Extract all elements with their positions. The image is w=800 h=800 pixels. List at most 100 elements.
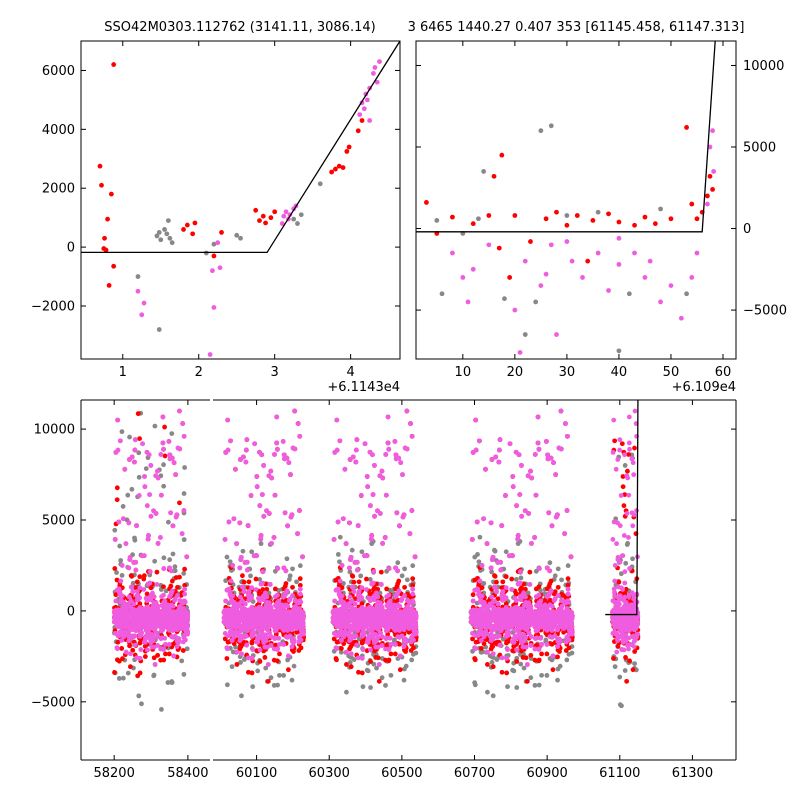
data-point-gray: [117, 543, 123, 549]
data-point-magenta: [240, 598, 245, 604]
data-point-red: [192, 220, 198, 226]
data-point-red: [297, 576, 303, 582]
data-point-gray: [439, 291, 445, 297]
data-point-magenta: [224, 587, 230, 593]
data-point-magenta: [569, 258, 575, 264]
data-point-red: [249, 640, 255, 646]
data-point-gray: [434, 217, 440, 223]
data-point-magenta: [538, 283, 544, 289]
data-point-red: [616, 219, 622, 225]
data-point-magenta: [173, 472, 179, 478]
data-point-red: [271, 657, 277, 663]
data-point-magenta: [486, 242, 492, 248]
data-point-red: [127, 643, 132, 649]
data-point-magenta: [114, 618, 120, 624]
data-point-red: [137, 670, 143, 676]
data-point-magenta: [114, 645, 120, 651]
data-point-magenta: [244, 567, 250, 573]
data-point-magenta: [126, 594, 132, 600]
data-point-magenta: [119, 637, 125, 643]
data-point-magenta: [138, 611, 144, 617]
data-point-magenta: [157, 535, 163, 540]
data-point-magenta: [280, 438, 286, 444]
data-point-magenta: [133, 567, 139, 573]
data-point-red: [142, 654, 148, 659]
data-point-magenta: [258, 581, 264, 587]
data-point-magenta: [142, 614, 148, 620]
data-point-magenta: [149, 621, 155, 627]
data-point-magenta: [145, 536, 151, 542]
data-point-red: [137, 436, 142, 441]
data-point-gray: [533, 299, 539, 305]
data-point-magenta: [136, 493, 142, 498]
data-point-gray: [125, 492, 131, 498]
data-point-magenta: [182, 632, 188, 638]
data-point-magenta: [153, 630, 159, 636]
data-point-magenta: [632, 250, 637, 256]
data-point-red: [97, 163, 103, 169]
data-point-magenta: [145, 647, 150, 653]
data-point-gray: [250, 684, 256, 690]
data-point-magenta: [460, 275, 466, 280]
data-point-magenta: [288, 472, 293, 478]
data-point-magenta: [123, 541, 129, 547]
data-point-magenta: [133, 628, 139, 634]
data-point-magenta: [694, 250, 700, 256]
data-point-gray: [152, 558, 158, 564]
data-point-red: [710, 187, 715, 192]
data-point-gray: [162, 227, 167, 232]
y-tick-label: 4000: [42, 123, 75, 138]
data-point-red: [249, 670, 255, 676]
data-point-gray: [294, 579, 299, 585]
data-point-magenta: [267, 582, 273, 587]
data-point-magenta: [132, 437, 138, 443]
data-point-red: [162, 453, 168, 459]
data-point-magenta: [148, 463, 154, 468]
data-point-magenta: [163, 641, 168, 647]
data-point-red: [257, 659, 263, 664]
data-point-gray: [255, 668, 261, 674]
data-point-magenta: [711, 169, 717, 174]
data-point-magenta: [182, 591, 188, 597]
data-point-magenta: [274, 414, 280, 420]
data-point-red: [333, 166, 338, 172]
data-point-red: [268, 215, 274, 221]
data-point-magenta: [169, 590, 174, 596]
data-point-magenta: [180, 421, 186, 426]
data-point-magenta: [230, 593, 236, 599]
data-point-red: [162, 424, 167, 430]
data-point-magenta: [244, 437, 250, 443]
data-point-gray: [120, 504, 126, 509]
data-point-magenta: [147, 580, 153, 586]
data-point-magenta: [150, 590, 155, 596]
bottom-segment-data: [111, 408, 191, 712]
data-point-magenta: [126, 520, 132, 526]
data-point-magenta: [141, 300, 147, 306]
x-tick-label: 4: [346, 365, 354, 380]
data-point-magenta: [159, 635, 165, 641]
data-point-magenta: [285, 603, 291, 609]
data-point-gray: [595, 209, 601, 215]
data-point-gray: [165, 218, 171, 224]
data-point-red: [344, 149, 350, 154]
data-point-magenta: [689, 275, 695, 280]
title-left: SSO42M0303.112762 (3141.11, 3086.14): [104, 20, 375, 35]
data-point-magenta: [126, 616, 132, 622]
data-point-magenta: [131, 560, 137, 565]
data-point-magenta: [144, 449, 150, 455]
data-point-red: [113, 592, 119, 598]
data-point-magenta: [119, 563, 125, 568]
data-point-gray: [152, 423, 158, 429]
data-point-gray: [129, 486, 135, 492]
data-point-magenta: [160, 627, 165, 633]
data-point-red: [359, 118, 365, 123]
data-point-magenta: [155, 541, 161, 546]
data-point-magenta: [130, 589, 136, 595]
data-point-gray: [284, 556, 290, 562]
data-point-red: [155, 652, 161, 658]
data-point-magenta: [141, 553, 147, 559]
data-point-red: [240, 573, 245, 579]
y-tick-label: 5000: [743, 141, 776, 156]
data-point-red: [507, 275, 513, 280]
data-point-gray: [223, 578, 229, 584]
